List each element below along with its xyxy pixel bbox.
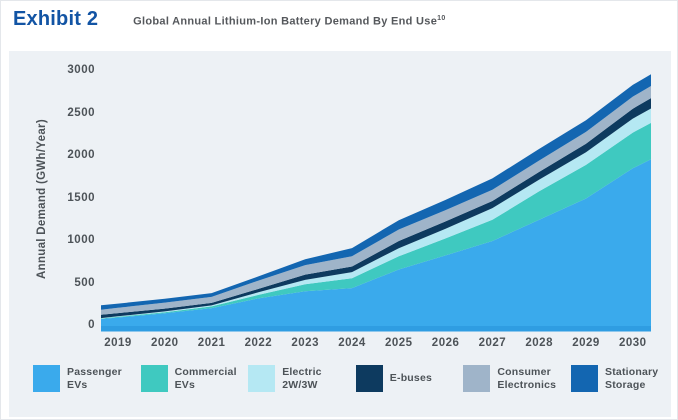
legend-item-commercial-evs: Commercial EVs bbox=[140, 365, 237, 392]
legend-label: Commercial EVs bbox=[174, 365, 237, 391]
y-tick-label: 3000 bbox=[67, 64, 95, 76]
legend-item-stationary-storage: Stationary Storage bbox=[571, 365, 658, 392]
chart-title-text: Global Annual Lithium-Ion Battery Demand… bbox=[133, 16, 438, 28]
x-tick-label: 2027 bbox=[478, 337, 507, 349]
x-tick-label: 2019 bbox=[104, 337, 132, 349]
legend-label: E-buses bbox=[389, 372, 433, 385]
x-tick-label: 2023 bbox=[291, 337, 319, 349]
header: Exhibit 2 Global Annual Lithium-Ion Batt… bbox=[13, 8, 446, 31]
y-tick-label: 1500 bbox=[67, 191, 95, 204]
stacked-area-chart bbox=[101, 74, 651, 332]
x-tick-label: 2025 bbox=[385, 337, 413, 349]
y-tick-label: 500 bbox=[74, 276, 95, 289]
chart-panel: Annual Demand (GWh/Year) 0 500 1000 1500 200… bbox=[9, 51, 671, 417]
legend-swatch bbox=[463, 365, 491, 392]
legend-label: Consumer Electronics bbox=[497, 365, 557, 391]
legend-swatch bbox=[571, 365, 598, 392]
y-tick-label: 1000 bbox=[67, 234, 95, 246]
x-tick-label: 2028 bbox=[525, 337, 553, 349]
chart-title-footnote: 10 bbox=[437, 15, 446, 23]
chart-title: Global Annual Lithium-Ion Battery Demand… bbox=[133, 15, 445, 28]
legend-swatch bbox=[248, 365, 276, 392]
x-tick-label: 2030 bbox=[619, 337, 647, 349]
x-tick-label: 2021 bbox=[197, 337, 226, 349]
x-tick-label: 2026 bbox=[431, 337, 460, 349]
legend-swatch bbox=[140, 365, 168, 392]
y-tick-label: 0 bbox=[88, 319, 95, 331]
legend-item-e-buses: E-buses bbox=[355, 365, 433, 392]
legend-item-electric-2w-3w: Electric 2W/3W bbox=[248, 365, 322, 392]
y-tick-label: 2500 bbox=[67, 106, 95, 119]
exhibit-label: Exhibit 2 bbox=[13, 8, 99, 30]
legend-item-passenger-evs: Passenger EVs bbox=[33, 365, 122, 392]
x-tick-label: 2024 bbox=[338, 337, 366, 349]
x-tick-label: 2029 bbox=[572, 337, 600, 349]
legend-label: Stationary Storage bbox=[605, 365, 659, 391]
legend-label: Electric 2W/3W bbox=[282, 365, 322, 391]
y-tick-label: 2000 bbox=[67, 149, 95, 161]
x-axis-line bbox=[101, 326, 651, 332]
legend-label: Passenger EVs bbox=[67, 365, 122, 391]
x-tick-label: 2020 bbox=[151, 337, 179, 349]
legend-swatch bbox=[355, 365, 383, 392]
legend-swatch bbox=[33, 365, 60, 392]
area-series-passenger-evs bbox=[101, 159, 651, 326]
x-tick-label: 2022 bbox=[244, 337, 273, 349]
legend-item-consumer-electronics: Consumer Electronics bbox=[463, 365, 556, 392]
